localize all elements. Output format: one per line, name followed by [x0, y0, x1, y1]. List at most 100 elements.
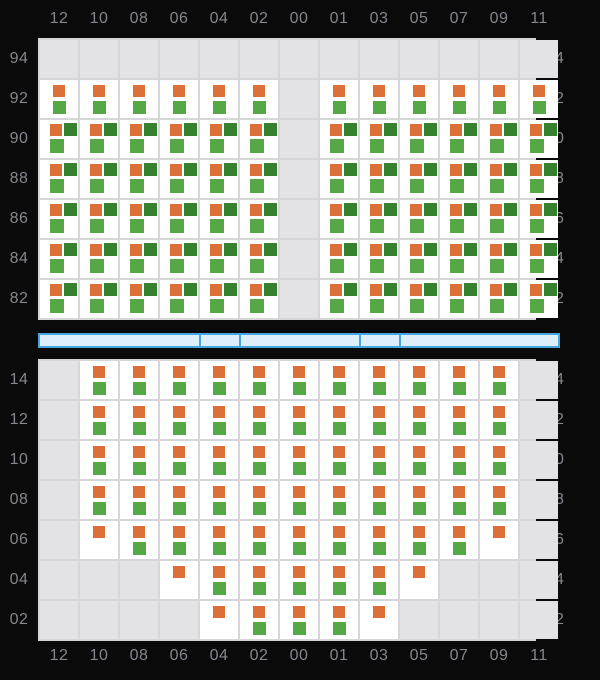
cell-90-12[interactable]	[40, 120, 78, 158]
cell-86-03[interactable]	[360, 200, 398, 238]
cell-86-11[interactable]	[520, 200, 558, 238]
cell-12-04[interactable]	[200, 401, 238, 439]
cell-10-05[interactable]	[400, 441, 438, 479]
cell-12-07[interactable]	[440, 401, 478, 439]
cell-84-12[interactable]	[40, 240, 78, 278]
cell-04-02[interactable]	[240, 561, 278, 599]
cell-92-07[interactable]	[440, 80, 478, 118]
cell-84-06[interactable]	[160, 240, 198, 278]
cell-12-03[interactable]	[360, 401, 398, 439]
cell-06-00[interactable]	[280, 521, 318, 559]
cell-86-04[interactable]	[200, 200, 238, 238]
cell-08-03[interactable]	[360, 481, 398, 519]
cell-06-01[interactable]	[320, 521, 358, 559]
cell-88-02[interactable]	[240, 160, 278, 198]
cell-92-06[interactable]	[160, 80, 198, 118]
cell-92-02[interactable]	[240, 80, 278, 118]
cell-14-05[interactable]	[400, 361, 438, 399]
cell-92-01[interactable]	[320, 80, 358, 118]
cell-14-07[interactable]	[440, 361, 478, 399]
cell-10-03[interactable]	[360, 441, 398, 479]
cell-82-02[interactable]	[240, 280, 278, 318]
cell-06-10[interactable]	[80, 521, 118, 559]
cell-14-09[interactable]	[480, 361, 518, 399]
cell-88-08[interactable]	[120, 160, 158, 198]
cell-88-05[interactable]	[400, 160, 438, 198]
cell-06-07[interactable]	[440, 521, 478, 559]
cell-14-02[interactable]	[240, 361, 278, 399]
cell-06-05[interactable]	[400, 521, 438, 559]
cell-14-04[interactable]	[200, 361, 238, 399]
cell-86-05[interactable]	[400, 200, 438, 238]
cell-92-11[interactable]	[520, 80, 558, 118]
cell-90-07[interactable]	[440, 120, 478, 158]
cell-82-05[interactable]	[400, 280, 438, 318]
cell-88-01[interactable]	[320, 160, 358, 198]
cell-10-01[interactable]	[320, 441, 358, 479]
cell-12-08[interactable]	[120, 401, 158, 439]
cell-12-09[interactable]	[480, 401, 518, 439]
cell-86-06[interactable]	[160, 200, 198, 238]
cell-02-02[interactable]	[240, 601, 278, 639]
cell-06-08[interactable]	[120, 521, 158, 559]
cell-82-04[interactable]	[200, 280, 238, 318]
cell-02-04[interactable]	[200, 601, 238, 639]
cell-12-01[interactable]	[320, 401, 358, 439]
cell-08-09[interactable]	[480, 481, 518, 519]
cell-10-06[interactable]	[160, 441, 198, 479]
cell-90-04[interactable]	[200, 120, 238, 158]
cell-06-04[interactable]	[200, 521, 238, 559]
cell-88-07[interactable]	[440, 160, 478, 198]
cell-82-09[interactable]	[480, 280, 518, 318]
cell-92-12[interactable]	[40, 80, 78, 118]
cell-82-07[interactable]	[440, 280, 478, 318]
cell-08-02[interactable]	[240, 481, 278, 519]
cell-84-08[interactable]	[120, 240, 158, 278]
cell-12-06[interactable]	[160, 401, 198, 439]
cell-12-10[interactable]	[80, 401, 118, 439]
cell-12-02[interactable]	[240, 401, 278, 439]
cell-90-09[interactable]	[480, 120, 518, 158]
cell-06-03[interactable]	[360, 521, 398, 559]
cell-90-08[interactable]	[120, 120, 158, 158]
cell-90-11[interactable]	[520, 120, 558, 158]
cell-14-01[interactable]	[320, 361, 358, 399]
cell-84-09[interactable]	[480, 240, 518, 278]
cell-10-10[interactable]	[80, 441, 118, 479]
cell-08-05[interactable]	[400, 481, 438, 519]
cell-08-06[interactable]	[160, 481, 198, 519]
cell-84-01[interactable]	[320, 240, 358, 278]
cell-92-08[interactable]	[120, 80, 158, 118]
cell-92-04[interactable]	[200, 80, 238, 118]
cell-84-04[interactable]	[200, 240, 238, 278]
cell-08-07[interactable]	[440, 481, 478, 519]
cell-06-06[interactable]	[160, 521, 198, 559]
cell-84-11[interactable]	[520, 240, 558, 278]
cell-14-10[interactable]	[80, 361, 118, 399]
cell-12-00[interactable]	[280, 401, 318, 439]
cell-82-01[interactable]	[320, 280, 358, 318]
cell-10-02[interactable]	[240, 441, 278, 479]
cell-10-04[interactable]	[200, 441, 238, 479]
cell-88-11[interactable]	[520, 160, 558, 198]
cell-04-06[interactable]	[160, 561, 198, 599]
cell-08-08[interactable]	[120, 481, 158, 519]
cell-14-00[interactable]	[280, 361, 318, 399]
cell-86-10[interactable]	[80, 200, 118, 238]
cell-88-04[interactable]	[200, 160, 238, 198]
cell-90-10[interactable]	[80, 120, 118, 158]
cell-84-03[interactable]	[360, 240, 398, 278]
cell-84-10[interactable]	[80, 240, 118, 278]
cell-88-03[interactable]	[360, 160, 398, 198]
cell-14-08[interactable]	[120, 361, 158, 399]
cell-90-05[interactable]	[400, 120, 438, 158]
cell-02-00[interactable]	[280, 601, 318, 639]
cell-90-06[interactable]	[160, 120, 198, 158]
cell-10-07[interactable]	[440, 441, 478, 479]
cell-82-03[interactable]	[360, 280, 398, 318]
cell-88-09[interactable]	[480, 160, 518, 198]
cell-88-12[interactable]	[40, 160, 78, 198]
cell-10-09[interactable]	[480, 441, 518, 479]
cell-82-11[interactable]	[520, 280, 558, 318]
cell-12-05[interactable]	[400, 401, 438, 439]
